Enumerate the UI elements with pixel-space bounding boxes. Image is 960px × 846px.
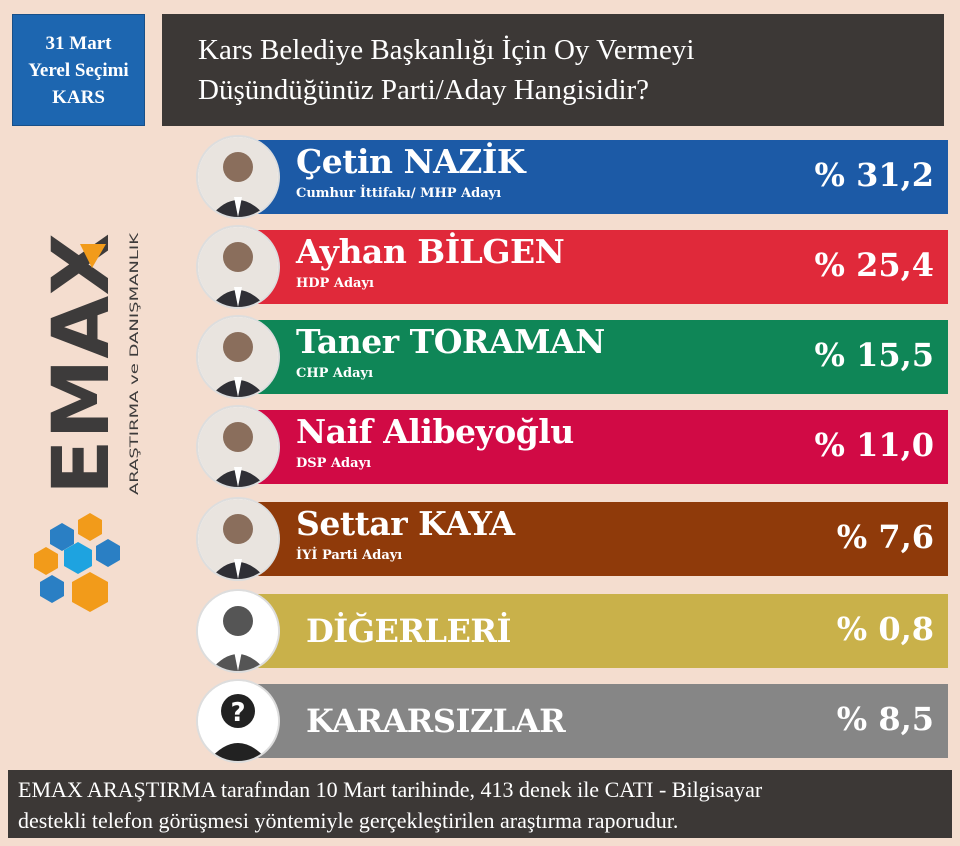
bar-value-label: % 25,4 [814, 246, 934, 284]
person-avatar-icon [198, 499, 278, 579]
undecided-avatar-icon: ? [198, 681, 278, 761]
bar-sublabel: HDP Adayı [296, 276, 374, 291]
emax-logo: EMAX ARAŞTIRMA ve DANIŞMANLIK [34, 232, 141, 612]
bar-label: Ayhan BİLGEN [296, 232, 565, 271]
logo-hexagons-icon [34, 513, 120, 612]
chart-bar: DİĞERLERİ % 0,8 [198, 591, 948, 671]
bar-label: KARARSIZLAR [306, 702, 566, 740]
person-avatar-icon [198, 407, 278, 487]
person-avatar-icon [198, 591, 278, 671]
logo-tagline: ARAŞTIRMA ve DANIŞMANLIK [127, 232, 141, 495]
bar-value-label: % 8,5 [836, 700, 934, 738]
bar-label: Naif Alibeyoğlu [296, 412, 574, 451]
bar-label: DİĞERLERİ [306, 612, 511, 650]
chart-bar: Naif Alibeyoğlu DSP Adayı % 11,0 [198, 407, 948, 487]
bar-sublabel: İYİ Parti Adayı [296, 548, 403, 563]
bar-value-label: % 0,8 [836, 610, 934, 648]
bar-sublabel: CHP Adayı [296, 366, 374, 381]
bar-label: Settar KAYA [296, 504, 515, 543]
svg-text:?: ? [230, 698, 245, 728]
title-line-1: Kars Belediye Başkanlığı İçin Oy Vermeyi [198, 34, 695, 66]
logo-wordmark: EMAX [37, 233, 127, 495]
badge-line-3: KARS [52, 86, 105, 108]
person-avatar-icon [198, 137, 278, 217]
bar-label: Taner TORAMAN [296, 322, 605, 361]
person-avatar-icon [198, 227, 278, 307]
chart-bar: Taner TORAMAN CHP Adayı % 15,5 [198, 317, 948, 397]
bar-value-label: % 15,5 [814, 336, 934, 374]
bar-value-label: % 31,2 [814, 156, 934, 194]
footer-line-2: destekli telefon görüşmesi yöntemiyle ge… [18, 808, 679, 833]
election-badge: 31 Mart Yerel Seçimi KARS [12, 14, 145, 126]
chart-title: Kars Belediye Başkanlığı İçin Oy Vermeyi… [162, 14, 944, 126]
title-line-2: Düşündüğünüz Parti/Aday Hangisidir? [198, 74, 650, 106]
bar-sublabel: Cumhur İttifakı/ MHP Adayı [296, 186, 502, 201]
footer-note: EMAX ARAŞTIRMA tarafından 10 Mart tarihi… [8, 770, 952, 838]
bar-label: Çetin NAZİK [296, 142, 526, 181]
bar-value-label: % 11,0 [814, 426, 934, 464]
person-avatar-icon [198, 317, 278, 397]
footer-line-1: EMAX ARAŞTIRMA tarafından 10 Mart tarihi… [18, 777, 763, 802]
chart-bar: ? KARARSIZLAR % 8,5 [198, 681, 948, 761]
chart-bar: Settar KAYA İYİ Parti Adayı % 7,6 [198, 499, 948, 579]
bar-sublabel: DSP Adayı [296, 456, 372, 471]
chart-bar: Ayhan BİLGEN HDP Adayı % 25,4 [198, 227, 948, 307]
badge-line-2: Yerel Seçimi [28, 59, 129, 81]
chart-bar: Çetin NAZİK Cumhur İttifakı/ MHP Adayı % 3… [198, 137, 948, 217]
badge-line-1: 31 Mart [45, 32, 112, 54]
bar-value-label: % 7,6 [836, 518, 934, 556]
